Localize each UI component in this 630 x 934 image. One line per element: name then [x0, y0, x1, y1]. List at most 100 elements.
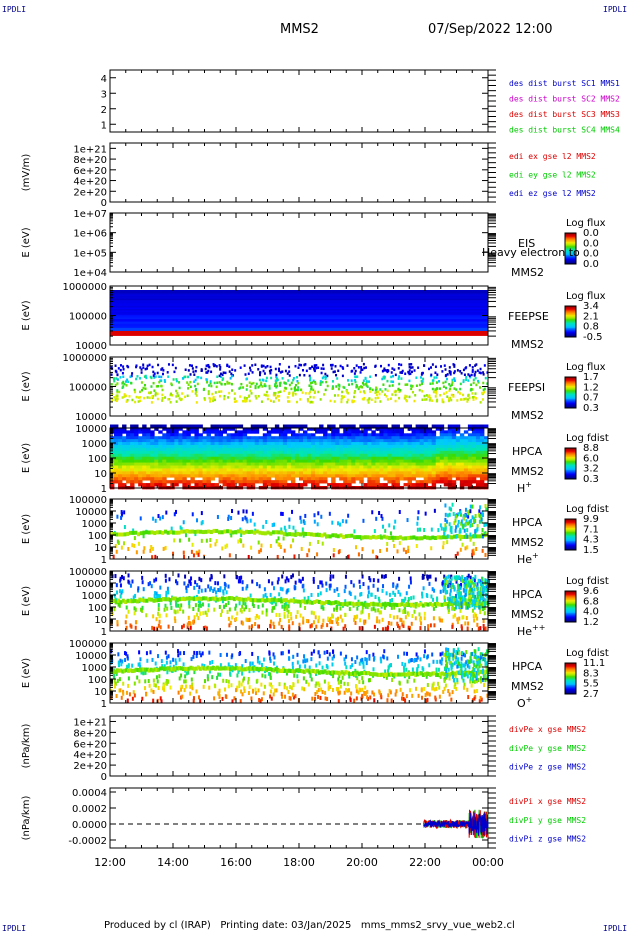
hpca-h-cell [262, 483, 268, 487]
hpca-h-cell [118, 474, 123, 478]
hpca-h-cell [367, 471, 372, 475]
hpca-h-cell [138, 453, 143, 458]
hpca-h-cell [194, 456, 199, 461]
hpca-h-cell [359, 477, 364, 481]
feepsi-cell [247, 395, 250, 398]
hpca-he2-cell [449, 580, 452, 585]
hpca-he1-cell [388, 523, 391, 528]
eis-instrument-label: EIS [518, 237, 535, 250]
hpca-h-cell [343, 477, 348, 481]
hpca-h-cell [118, 450, 123, 455]
hpca-he2-cell [182, 623, 185, 628]
hpca-h-cell [323, 436, 328, 440]
hpca-h-cell [395, 436, 400, 440]
hpca-h-cell [463, 474, 469, 478]
hpca-he1-cell [390, 535, 394, 540]
hpca-he2-cell [227, 584, 230, 589]
feepsi-cell [113, 396, 116, 399]
hpca-h-cell [455, 450, 461, 455]
feepsi-cell [350, 379, 353, 382]
hpca-he2-cell [353, 617, 356, 622]
hpca-h-cell [383, 445, 388, 449]
hpca-h-cell [206, 453, 211, 458]
feepsi-cell [299, 388, 302, 392]
hpca-h-cell [142, 459, 147, 463]
feepsi-cell [212, 397, 215, 400]
feepsi-cell [139, 399, 142, 403]
hpca-he1-cell [201, 530, 205, 535]
eis-colorbar-cell [565, 248, 576, 251]
feepsi-cell [119, 376, 122, 379]
hpca-he1-cell [466, 528, 469, 533]
hpca-he1-cell [452, 511, 455, 516]
hpca-he1-cell [277, 536, 280, 541]
feepsi-cell [212, 396, 215, 399]
feepsi-colorbar-cell [565, 398, 576, 401]
hpca-h-cell [479, 453, 485, 458]
hpca-he2-cell [433, 588, 436, 593]
hpca-h-cell [150, 462, 155, 466]
hpca-h-cell [270, 445, 276, 449]
hpca-h-cell [234, 456, 240, 461]
hpca-he1-cell [218, 530, 221, 535]
feepsi-cell [263, 383, 266, 386]
hpca-h-cell [483, 477, 489, 481]
feepsi-cell [148, 363, 151, 367]
hpca-h-cell [347, 427, 352, 431]
feepsi-cell [226, 364, 229, 368]
hpca-h-cell [371, 433, 376, 437]
hpca-h-cell [114, 430, 119, 434]
hpca-h-cell [170, 433, 175, 437]
hpca-he1-cell [469, 535, 473, 540]
hpca-h-cell [166, 471, 171, 475]
hpca-h-cell [323, 445, 328, 449]
hpca-h-cell [130, 424, 135, 428]
hpca-h-cell [411, 445, 417, 449]
hpca-he1-cell [309, 532, 313, 537]
hpca-he2-cell [402, 620, 405, 625]
hpca-h-cell [307, 474, 312, 478]
feepsi-cell [460, 372, 463, 375]
hpca-he1-cell [442, 527, 445, 532]
hpca-h-cell [270, 483, 276, 487]
hpca-he1-cell [169, 530, 173, 535]
hpca-h-cell [286, 471, 292, 475]
hpca-h-cell [339, 462, 344, 466]
feepsi-cell [309, 395, 312, 399]
hpca-he1-cell [355, 545, 358, 550]
hpca-he1-cell [416, 521, 419, 526]
feepsi-cell [418, 388, 421, 392]
hpca-he2-cell [359, 592, 362, 597]
hpca-h-cell [331, 447, 336, 452]
hpca-h-cell [286, 436, 292, 440]
feepsi-cell [299, 398, 302, 401]
hpca-he1-cell [409, 535, 413, 540]
hpca-h-cell [367, 424, 372, 428]
hpca-h-cell [323, 465, 328, 469]
hpca-he1-cell [279, 544, 282, 549]
feepsi-cell [235, 400, 238, 403]
hpca-he2-cell [281, 604, 284, 609]
hpca-h-cell [371, 442, 376, 446]
feepse-colorbar-cell [565, 317, 576, 320]
hpca-he1-cell [269, 531, 273, 536]
hpca-h-cell [471, 465, 477, 469]
hpca-h-cell [130, 459, 135, 463]
feepsi-cell [432, 390, 435, 394]
hpca-h-cell [299, 439, 304, 443]
hpca-h-cell [250, 424, 256, 428]
feepsi-cell [394, 373, 397, 377]
feepsi-cell [446, 373, 449, 376]
hpca-h-cell [307, 453, 312, 458]
hpca-h-cell [126, 436, 131, 440]
hpca-h-cell [315, 471, 320, 475]
hpca-h-cell [162, 436, 167, 440]
hpca-h-cell [351, 471, 356, 475]
hpca-h-cell [443, 453, 449, 458]
hpca-h-cell [407, 459, 412, 463]
hpca-h-cell [210, 430, 215, 434]
hpca-h-cell [142, 442, 147, 446]
feepsi-cell [306, 399, 309, 403]
hpca-he1-cell [242, 530, 246, 535]
feepse-band [110, 317, 488, 320]
